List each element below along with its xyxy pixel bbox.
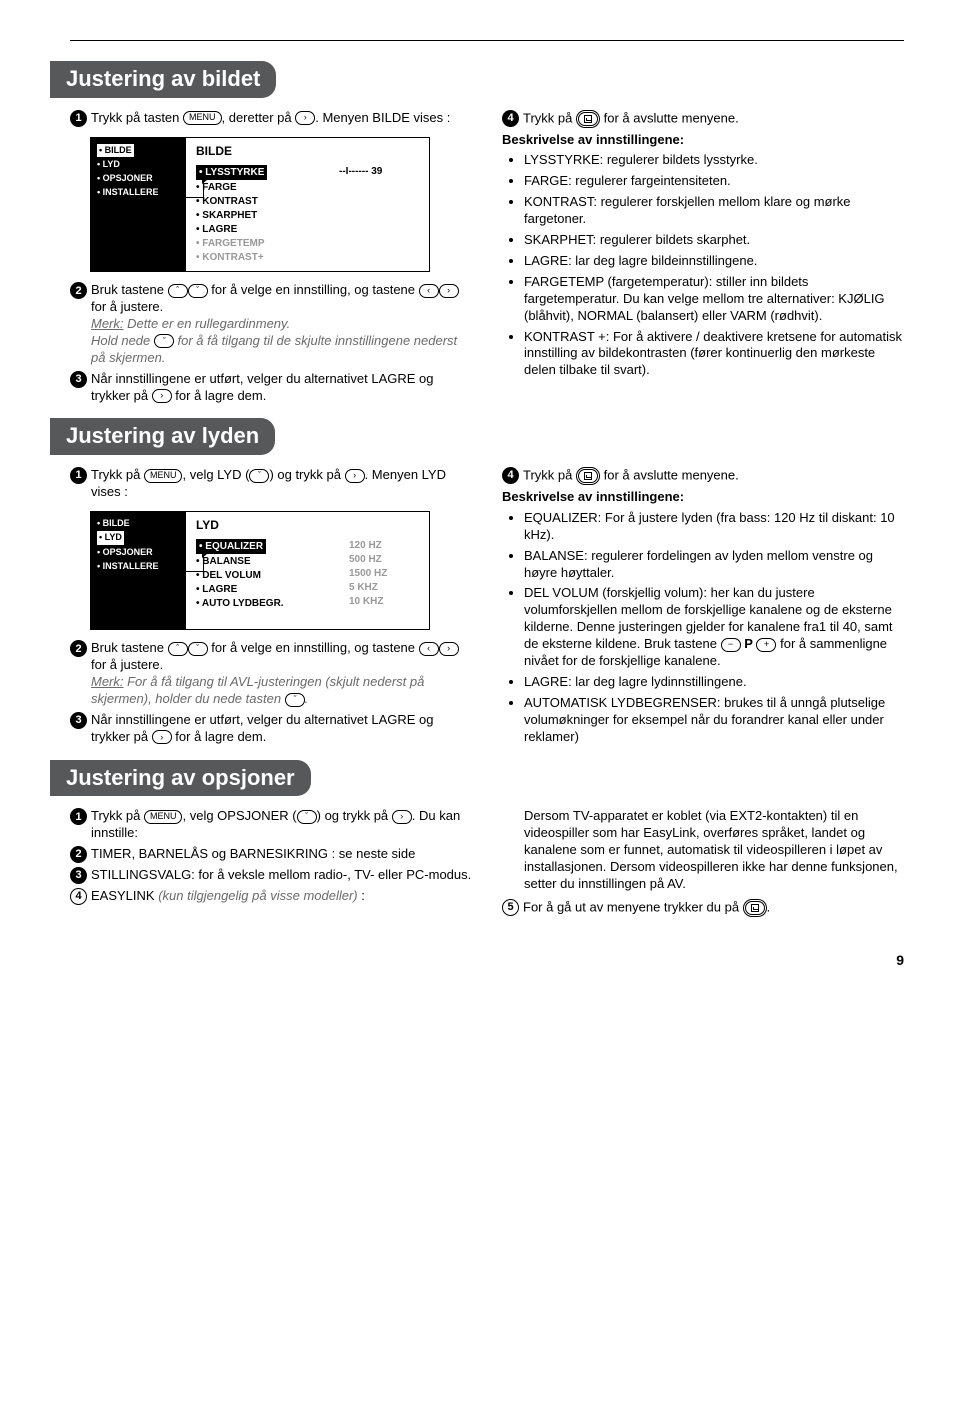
step-2: 2 TIMER, BARNELÅS og BARNESIKRING : se n… (70, 846, 472, 863)
step-2: 2 Bruk tastene ˆˇ for å velge en innstil… (70, 640, 472, 708)
step-4: 4 Trykk på for å avslutte menyene. (502, 467, 904, 485)
step-3: 3 STILLINGSVALG: for å veksle mellom rad… (70, 867, 472, 884)
down-button-icon: ˇ (188, 642, 208, 656)
left-button-icon: ‹ (419, 284, 439, 298)
step-badge-5: 5 (502, 899, 519, 916)
step-4: 4 EASYLINK (kun tilgjengelig på visse mo… (70, 888, 472, 905)
step-badge-2: 2 (70, 640, 87, 657)
menu-button-icon: MENU (183, 111, 222, 125)
step-1: 1 Trykk på MENU, velg LYD (ˇ) og trykk p… (70, 467, 472, 501)
down-button-icon: ˇ (249, 469, 269, 483)
step-badge-1: 1 (70, 110, 87, 127)
section-title-opsjoner: Justering av opsjoner (50, 760, 311, 797)
step-1: 1 Trykk på MENU, velg OPSJONER (ˇ) og tr… (70, 808, 472, 842)
opsjoner-desc: Dersom TV-apparatet er koblet (via EXT2-… (502, 808, 904, 892)
right-button-icon: › (439, 642, 459, 656)
page-number: 9 (70, 951, 904, 969)
exit-button-icon (576, 467, 600, 485)
step-badge-4: 4 (502, 467, 519, 484)
down-button-icon: ˇ (154, 334, 174, 348)
desc-title: Beskrivelse av innstillingene: (502, 132, 904, 149)
step-3: 3 Når innstillingene er utført, velger d… (70, 712, 472, 746)
exit-button-icon (743, 899, 767, 917)
step-badge-4: 4 (502, 110, 519, 127)
step-badge-3: 3 (70, 371, 87, 388)
step-badge-2: 2 (70, 282, 87, 299)
plus-button-icon: + (756, 638, 776, 652)
down-button-icon: ˇ (297, 810, 317, 824)
minus-button-icon: − (721, 638, 741, 652)
desc-list-lyden: EQUALIZER: For å justere lyden (fra bass… (502, 510, 904, 746)
right-button-icon: › (439, 284, 459, 298)
step-4: 4 Trykk på for å avslutte menyene. (502, 110, 904, 128)
step-1: 1 Trykk på tasten MENU, deretter på ›. M… (70, 110, 472, 127)
step-badge-4: 4 (70, 888, 87, 905)
right-button-icon: › (392, 810, 412, 824)
menu-button-icon: MENU (144, 469, 183, 483)
menu-screenshot-bilde: • BILDE • LYD • OPSJONER • INSTALLERE BI… (90, 137, 430, 273)
right-button-icon: › (345, 469, 365, 483)
step-5: 5 For å gå ut av menyene trykker du på . (502, 899, 904, 917)
step-badge-2: 2 (70, 846, 87, 863)
step-3: 3 Når innstillingene er utført, velger d… (70, 371, 472, 405)
menu-button-icon: MENU (144, 810, 183, 824)
right-button-icon: › (152, 730, 172, 744)
section-title-lyden: Justering av lyden (50, 418, 275, 455)
down-button-icon: ˇ (285, 693, 305, 707)
down-button-icon: ˇ (188, 284, 208, 298)
left-button-icon: ‹ (419, 642, 439, 656)
up-button-icon: ˆ (168, 284, 188, 298)
desc-title: Beskrivelse av innstillingene: (502, 489, 904, 506)
right-button-icon: › (152, 389, 172, 403)
right-button-icon: › (295, 111, 315, 125)
step-badge-3: 3 (70, 712, 87, 729)
section-title-bildet: Justering av bildet (50, 61, 276, 98)
desc-list-bildet: LYSSTYRKE: regulerer bildets lysstyrke. … (502, 152, 904, 379)
step-2: 2 Bruk tastene ˆˇ for å velge en innstil… (70, 282, 472, 366)
step-badge-1: 1 (70, 808, 87, 825)
step-badge-3: 3 (70, 867, 87, 884)
exit-button-icon (576, 110, 600, 128)
step-badge-1: 1 (70, 467, 87, 484)
up-button-icon: ˆ (168, 642, 188, 656)
menu-screenshot-lyd: • BILDE • LYD • OPSJONER • INSTALLERE LY… (90, 511, 430, 631)
